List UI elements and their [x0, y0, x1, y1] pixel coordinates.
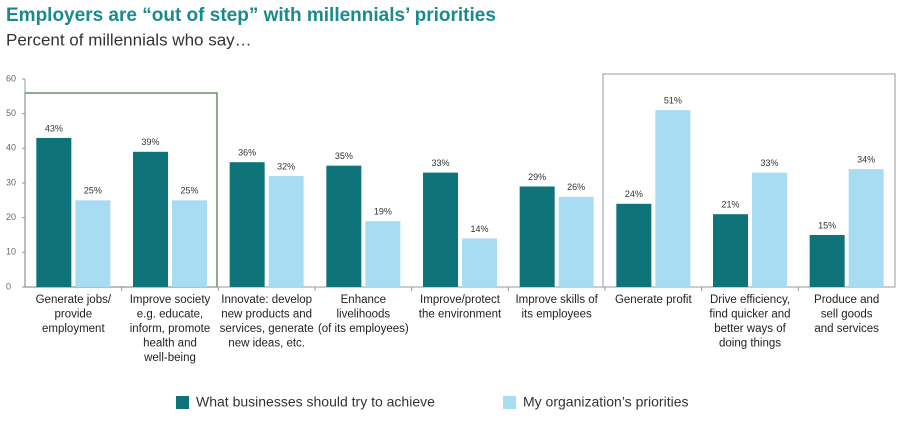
x-tick-label: inform, promote [130, 323, 211, 335]
y-tick-label: 30 [6, 177, 16, 187]
x-tick-label: Generate profit [615, 294, 693, 306]
y-tick-label: 60 [6, 73, 16, 83]
x-tick-label: new ideas, etc. [228, 338, 305, 350]
bar [365, 221, 401, 287]
bar [36, 137, 72, 287]
x-tick-label: and services [814, 323, 879, 335]
legend-label: What businesses should try to achieve [196, 394, 435, 410]
bar [133, 151, 168, 287]
x-tick-label: Improve/protect [420, 294, 501, 306]
x-tick-label: Improve society [130, 294, 211, 306]
x-tick-label: employment [42, 323, 105, 335]
x-tick-label: its employees [522, 309, 593, 321]
y-tick-label: 20 [6, 212, 16, 222]
value-label: 51% [664, 96, 682, 106]
bar [752, 172, 787, 287]
value-label: 36% [238, 148, 256, 158]
x-tick-label: Enhance [341, 294, 386, 306]
x-tick-label: Generate jobs/ [36, 294, 112, 306]
bar [809, 235, 845, 287]
value-label: 24% [625, 189, 643, 199]
bar [616, 203, 652, 287]
x-tick-label: find quicker and [709, 309, 790, 321]
bar [519, 186, 555, 287]
value-label: 21% [721, 200, 739, 210]
y-tick-label: 50 [6, 108, 16, 118]
bar [655, 110, 691, 287]
bar [75, 200, 111, 287]
value-label: 33% [431, 158, 449, 168]
x-tick-label: better ways of [714, 323, 786, 335]
bar [713, 214, 748, 287]
x-tick-label: doing things [719, 338, 781, 350]
bar [268, 176, 304, 287]
y-tick-label: 40 [6, 143, 16, 153]
bar [229, 162, 265, 287]
value-label: 19% [374, 207, 392, 217]
value-label: 15% [818, 220, 836, 230]
x-tick-label: well-being [143, 352, 196, 364]
x-tick-label: e.g. educate, [137, 309, 204, 321]
value-label: 14% [470, 224, 488, 234]
value-label: 25% [180, 186, 198, 196]
x-tick-label: provide [54, 309, 92, 321]
value-label: 43% [45, 123, 63, 133]
bar [848, 169, 884, 287]
bar [558, 196, 594, 287]
value-label: 34% [857, 155, 875, 165]
value-label: 33% [760, 158, 778, 168]
x-tick-label: the environment [419, 309, 502, 321]
x-tick-label: Improve skills of [515, 294, 598, 306]
x-tick-label: Innovate: develop [221, 294, 312, 306]
bar [423, 172, 458, 287]
bar [326, 165, 362, 287]
x-tick-label: new products and [221, 309, 312, 321]
bar [172, 200, 207, 287]
x-tick-label: (of its employees) [318, 323, 409, 335]
chart-subtitle: Percent of millennials who say… [6, 30, 252, 49]
value-label: 35% [335, 151, 353, 161]
x-tick-label: sell goods [821, 309, 873, 321]
value-label: 25% [84, 186, 102, 196]
legend-swatch [503, 396, 516, 409]
y-tick-label: 10 [6, 247, 16, 257]
value-label: 29% [528, 172, 546, 182]
value-label: 32% [277, 161, 295, 171]
y-tick-label: 0 [6, 281, 11, 291]
chart-title: Employers are “out of step” with millenn… [6, 5, 496, 26]
x-tick-label: Produce and [814, 294, 879, 306]
x-tick-label: Drive efficiency, [710, 294, 790, 306]
bar [462, 238, 497, 287]
x-tick-label: services, generate [220, 323, 314, 335]
x-tick-label: health and [143, 338, 197, 350]
legend-swatch [176, 396, 189, 409]
value-label: 39% [141, 137, 159, 147]
value-label: 26% [567, 182, 585, 192]
x-tick-label: livelihoods [336, 309, 390, 321]
legend-label: My organization’s priorities [523, 394, 688, 410]
